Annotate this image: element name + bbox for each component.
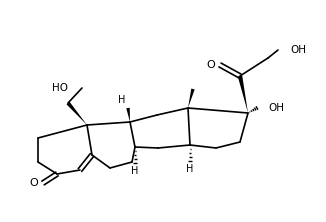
Text: HO: HO	[52, 83, 68, 93]
Polygon shape	[188, 89, 195, 108]
Text: OH: OH	[290, 45, 306, 55]
Polygon shape	[67, 102, 87, 125]
Text: OH: OH	[268, 103, 284, 113]
Polygon shape	[126, 108, 130, 122]
Text: H: H	[118, 95, 126, 105]
Text: O: O	[206, 60, 215, 70]
Text: H: H	[186, 164, 194, 174]
Polygon shape	[238, 75, 248, 113]
Text: O: O	[29, 178, 38, 188]
Text: H: H	[131, 166, 139, 176]
